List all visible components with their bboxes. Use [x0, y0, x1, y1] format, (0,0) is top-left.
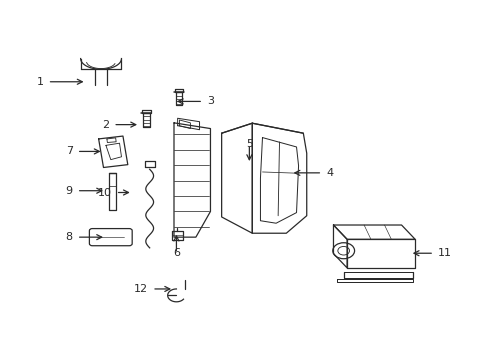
Text: 4: 4	[325, 168, 333, 178]
Text: 10: 10	[98, 188, 112, 198]
Text: 3: 3	[206, 96, 214, 107]
Text: 7: 7	[65, 147, 73, 157]
Text: 2: 2	[102, 120, 109, 130]
Text: 9: 9	[65, 186, 73, 196]
Text: 12: 12	[134, 284, 148, 294]
Text: 11: 11	[437, 248, 451, 258]
Text: 6: 6	[173, 248, 180, 258]
Text: 8: 8	[65, 232, 73, 242]
Text: 5: 5	[245, 139, 252, 149]
Text: 1: 1	[37, 77, 43, 87]
